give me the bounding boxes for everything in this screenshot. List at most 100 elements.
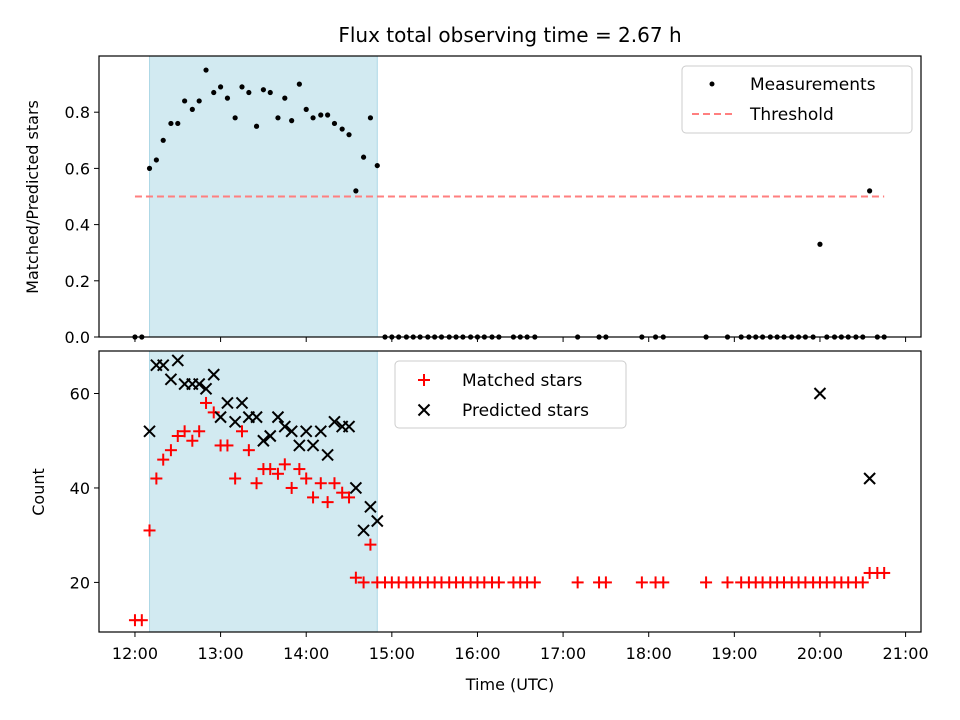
top-plot-frame [98,55,922,338]
measurement-point [146,165,153,171]
matched-star-point [635,576,648,589]
matched-star-point [571,576,584,589]
measurement-point [331,120,338,127]
measurement-point [318,112,324,118]
predicted-star-point [285,425,298,438]
matched-star-point [242,444,255,457]
x-tick-label: 13:00 [198,644,244,663]
matched-star-point [235,425,248,438]
x-tick-label: 15:00 [369,644,415,663]
measurement-point [160,137,166,143]
measurement-point [374,162,380,169]
matched-star-point [364,538,377,551]
top-y-axis-ticks: 0.0 0.2 0.4 0.6 0.8 [65,103,99,347]
bottom-x-axis-ticks: 12:00 13:00 14:00 15:00 16:00 17:00 18:00 19:00… [112,632,929,663]
measurement-point [346,132,352,138]
matched-star-point [200,396,213,409]
legend-predicted-label: Predicted stars [462,401,589,421]
matched-star-point [250,477,263,490]
predicted-star-point [300,425,313,438]
measurement-point [196,98,202,104]
x-axis-label: Time (UTC) [465,675,554,694]
matched-star-point [164,444,177,457]
legend-matched-label: Matched stars [462,371,582,391]
matched-star-point [186,434,199,447]
top-x-axis-ticks [134,337,907,342]
measurement-point [203,67,209,73]
y-tick-label: 60 [70,385,90,404]
matched-star-point [278,458,291,471]
predicted-star-point [371,514,384,528]
matched-star-point [856,576,869,589]
matched-star-point [343,491,356,504]
x-tick-label: 12:00 [112,644,158,663]
predicted-star-point [143,425,156,438]
matched-star-point [700,576,713,589]
matched-star-point [207,406,220,419]
predicted-star-point [264,429,277,443]
matched-star-point [264,463,277,476]
y-tick-label: 0.0 [65,328,90,347]
predicted-star-point [271,410,285,424]
matched-star-point [150,472,163,485]
matched-star-point [271,467,284,480]
predicted-star-point [328,415,341,429]
measurement-point [246,89,252,96]
matched-star-point [528,576,541,589]
predicted-star-point [157,358,170,372]
legend-matched-marker [418,374,430,386]
y-tick-label: 0.2 [65,272,90,291]
matched-star-point [143,524,156,537]
x-tick-label: 16:00 [454,644,500,663]
figure-title: Flux total observing time = 2.67 h [338,23,681,47]
measurement-point [282,95,288,101]
top-legend-box [681,65,913,134]
matched-star-point [193,425,206,438]
legend-x-marker [417,403,431,417]
predicted-star-point [321,448,334,462]
matched-star-point [349,571,362,584]
matched-star-point [878,566,891,579]
matched-star-point [135,614,148,627]
bottom-legend: Matched stars Predicted stars [394,360,627,429]
matched-star-point [285,481,298,494]
top-panel: 0.00.20.40.60.8 Matched/Predicted stars … [23,55,922,347]
top-y-axis-label: Matched/Predicted stars [23,100,42,294]
matched-stars-points [128,396,891,627]
measurement-point [182,98,188,104]
bottom-y-axis-label: Count [29,468,48,516]
matched-star-point [314,477,327,490]
predicted-star-point [192,377,206,391]
matched-star-point [336,486,349,499]
matched-star-point [307,491,320,504]
measurement-point [296,81,302,87]
measurement-point [168,120,174,127]
measurement-point [211,89,217,96]
measurement-point [310,115,316,121]
predicted-star-point [349,481,363,495]
measurement-point [325,112,331,118]
measurement-point [224,95,231,101]
legend-measurements-marker [709,81,715,87]
measurement-point [239,84,245,90]
observing-span-rect [149,350,378,633]
bottom-plot-frame [98,350,922,633]
matched-star-point [657,576,670,589]
predicted-star-point [171,354,184,367]
y-tick-label: 40 [70,479,90,498]
matched-star-point [599,576,612,589]
matched-star-point [357,576,370,589]
bottom-panel: 20 40 60 12:00 13:00 14:00 15:00 16:00 17:00 18:… [29,350,929,694]
predicted-star-point [199,382,213,395]
predicted-star-point [235,396,249,410]
matched-star-point [229,472,242,485]
predicted-stars-points [143,354,876,537]
predicted-star-point [293,439,306,452]
x-tick-label: 21:00 [883,644,929,663]
predicted-star-point [364,500,377,514]
predicted-star-point [207,368,220,381]
measurement-point [275,115,281,121]
matched-star-point [157,453,170,466]
legend-plus-marker [418,374,430,386]
